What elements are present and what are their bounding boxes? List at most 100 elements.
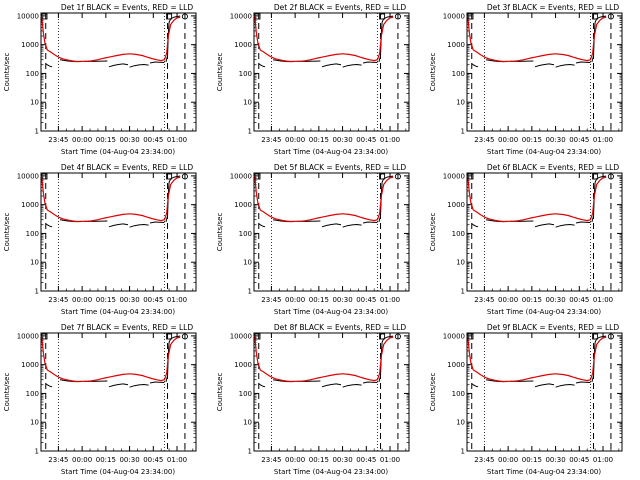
- events-line-segment: [45, 63, 53, 68]
- events-line-segment: [555, 223, 575, 228]
- series-group: [40, 15, 181, 68]
- y-tick-label: 10: [456, 419, 465, 427]
- square-symbol-right: [379, 13, 386, 20]
- lld-line: [40, 335, 181, 383]
- x-tick-label: 00:30: [119, 296, 139, 304]
- lld-line: [253, 175, 394, 223]
- lld-line: [40, 15, 181, 63]
- x-axis-label: Start Time (04-Aug-04 23:34:00): [61, 148, 175, 156]
- events-line-segment: [575, 381, 591, 384]
- events-line-segment: [258, 383, 266, 388]
- y-axis-label: Counts/sec: [216, 213, 224, 252]
- y-tick-label: 1: [461, 128, 465, 136]
- y-tick-label: 1000: [21, 41, 39, 49]
- square-symbol-left: [254, 173, 261, 180]
- y-axis: 1 10 100 1000 10000: [230, 12, 409, 136]
- y-axis-label: Counts/sec: [3, 373, 11, 412]
- events-line-segment: [378, 175, 394, 223]
- x-tick-label: 23:45: [48, 456, 68, 464]
- lld-line: [466, 175, 607, 223]
- x-tick-label: 00:00: [72, 456, 92, 464]
- y-axis: 1 10 100 1000 10000: [230, 172, 409, 296]
- x-axis-label: Start Time (04-Aug-04 23:34:00): [61, 468, 175, 476]
- x-tick-label: 00:30: [332, 296, 352, 304]
- x-tick-label: 00:15: [96, 136, 116, 144]
- x-tick-label: 00:15: [522, 136, 542, 144]
- events-line-segment: [362, 221, 378, 224]
- x-tick-label: 01:00: [380, 456, 400, 464]
- x-tick-label: 01:00: [167, 136, 187, 144]
- events-line-segment: [591, 15, 607, 63]
- events-line-segment: [108, 223, 129, 228]
- detector-panel-8: Det 8f BLACK = Events, RED = LLD 1101001…: [216, 323, 410, 476]
- y-tick-label: 10000: [230, 12, 252, 20]
- time-markers: [471, 13, 612, 131]
- x-tick-label: 00:45: [569, 136, 589, 144]
- x-axis-label: Start Time (04-Aug-04 23:34:00): [274, 148, 388, 156]
- events-line-segment: [342, 63, 362, 68]
- circle-symbol: [181, 173, 188, 180]
- square-symbol-right: [592, 13, 599, 20]
- plot-symbols: [467, 173, 614, 180]
- x-tick-label: 01:00: [167, 456, 187, 464]
- x-tick-label: 00:00: [285, 456, 305, 464]
- events-line-segment: [342, 223, 362, 228]
- square-symbol-left: [467, 333, 474, 340]
- y-tick-label: 10000: [230, 172, 252, 180]
- y-tick-label: 100: [26, 70, 39, 78]
- x-tick-label: 00:00: [498, 456, 518, 464]
- events-line-segment: [165, 175, 181, 223]
- y-tick-label: 10000: [443, 332, 465, 340]
- square-symbol-left: [41, 13, 48, 20]
- y-tick-label: 1: [35, 128, 39, 136]
- detector-panel-3: Det 3f BLACK = Events, RED = LLD 1101001…: [429, 3, 623, 156]
- x-axis-label: Start Time (04-Aug-04 23:34:00): [274, 308, 388, 316]
- events-line-segment: [321, 223, 342, 228]
- series-group: [466, 335, 607, 388]
- time-markers: [258, 173, 399, 291]
- x-tick-label: 00:30: [545, 456, 565, 464]
- series-group: [253, 15, 394, 68]
- x-tick-label: 23:45: [48, 136, 68, 144]
- y-tick-label: 10000: [443, 12, 465, 20]
- y-axis-label: Counts/sec: [3, 213, 11, 252]
- square-symbol-left: [467, 173, 474, 180]
- y-tick-label: 100: [26, 230, 39, 238]
- panel-title: Det 4f BLACK = Events, RED = LLD: [61, 163, 194, 172]
- x-tick-label: 00:45: [356, 456, 376, 464]
- time-markers: [45, 333, 186, 451]
- y-tick-label: 1000: [447, 201, 465, 209]
- plot-symbols: [41, 333, 188, 340]
- plot-frame: [40, 12, 197, 132]
- y-tick-label: 1: [35, 448, 39, 456]
- x-tick-label: 00:45: [356, 136, 376, 144]
- events-line-segment: [362, 61, 378, 64]
- square-symbol-right: [166, 173, 173, 180]
- x-tick-label: 01:00: [593, 456, 613, 464]
- events-line-segment: [534, 223, 555, 228]
- y-axis: 1 10 100 1000 10000: [443, 172, 622, 296]
- x-axis-label: Start Time (04-Aug-04 23:34:00): [487, 308, 601, 316]
- y-tick-label: 100: [452, 70, 465, 78]
- events-line-segment: [149, 61, 165, 64]
- x-axis: 23:45 00:00 00:15 00:30 00:45 01:00: [474, 173, 620, 304]
- events-line-segment: [575, 61, 591, 64]
- square-symbol-left: [254, 333, 261, 340]
- circle-symbol: [181, 13, 188, 20]
- plot-symbols: [254, 173, 401, 180]
- plot-frame: [466, 12, 623, 132]
- y-tick-label: 10: [30, 259, 39, 267]
- events-line-segment: [321, 383, 342, 388]
- x-axis: 23:45 00:00 00:15 00:30 00:45 01:00: [48, 173, 194, 304]
- circle-symbol: [607, 333, 614, 340]
- x-tick-label: 00:30: [119, 136, 139, 144]
- x-tick-label: 00:00: [285, 296, 305, 304]
- y-tick-label: 1000: [234, 41, 252, 49]
- x-axis-label: Start Time (04-Aug-04 23:34:00): [487, 148, 601, 156]
- x-axis: 23:45 00:00 00:15 00:30 00:45 01:00: [48, 13, 194, 144]
- y-tick-label: 100: [239, 390, 252, 398]
- series-group: [466, 15, 607, 68]
- lld-line: [466, 15, 607, 63]
- y-tick-label: 1: [35, 288, 39, 296]
- events-line-segment: [149, 381, 165, 384]
